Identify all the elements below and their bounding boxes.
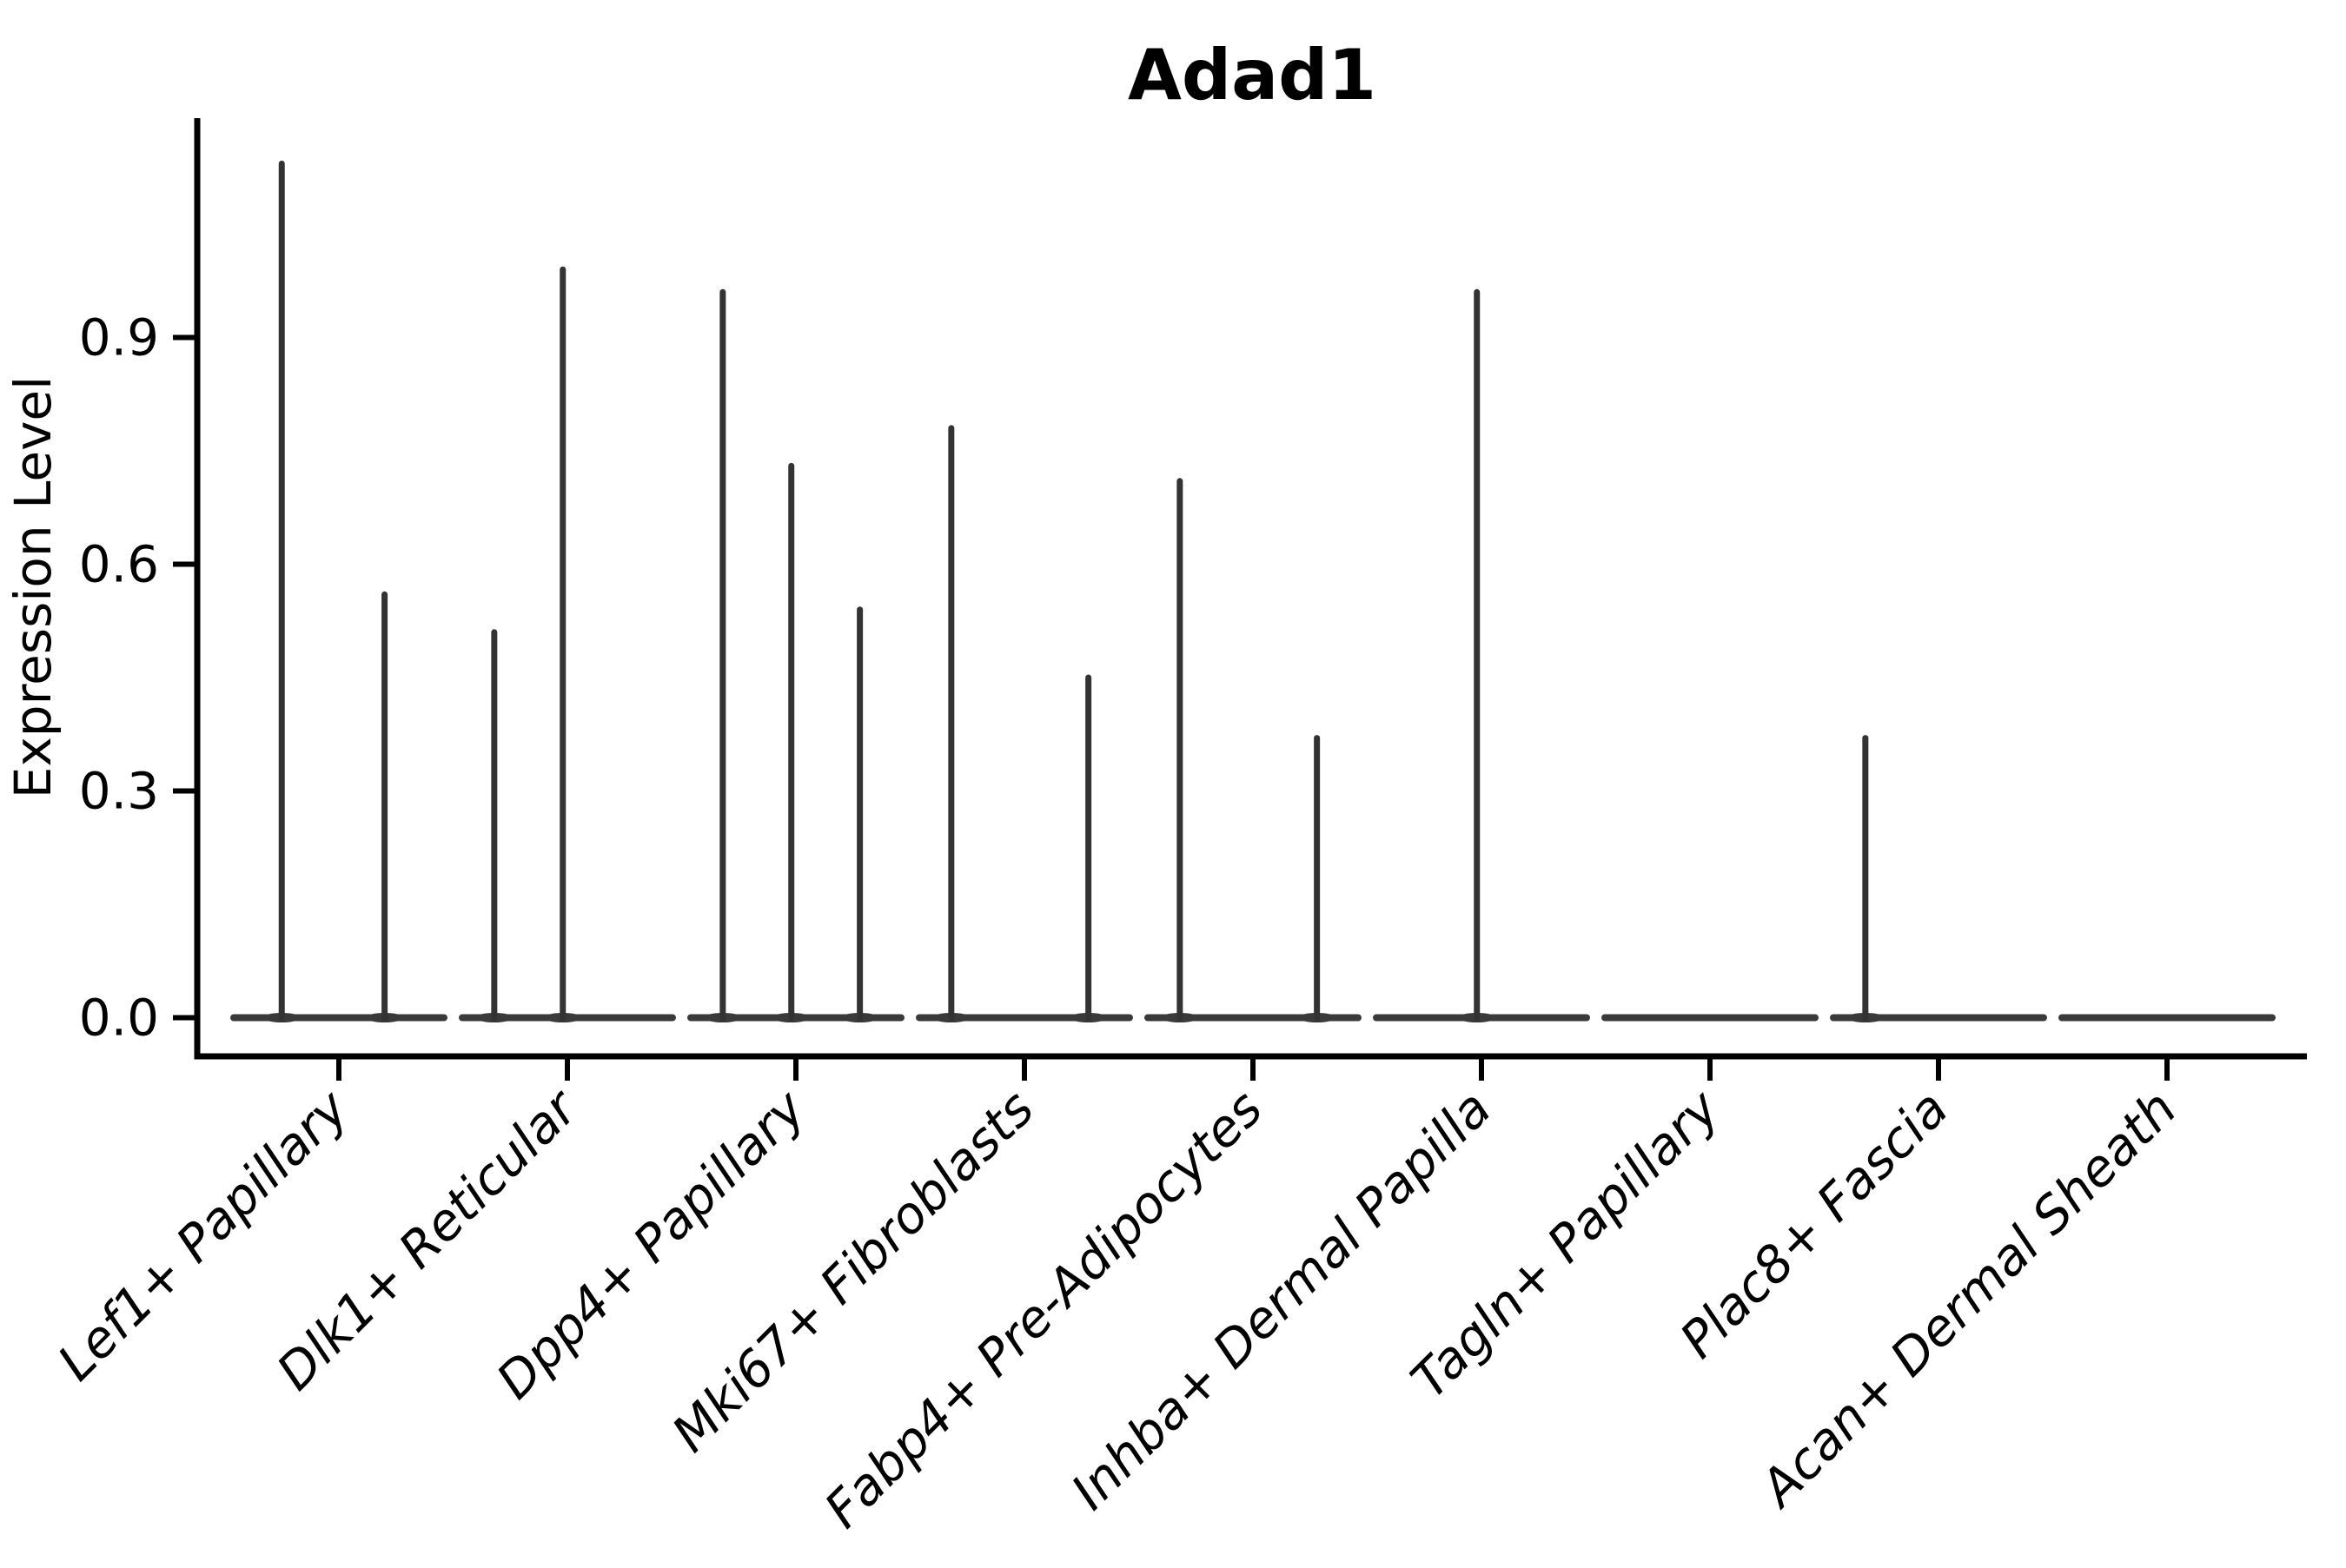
y-axis-label: Expression Level [3, 376, 63, 798]
x-tick-label: Inhba+ Dermal Papilla [1060, 1079, 1502, 1521]
y-tick-label: 0.3 [79, 762, 159, 821]
x-tick-label: Fabp4+ Pre-Adipocytes [813, 1079, 1274, 1539]
y-tick-label: 0.6 [79, 535, 159, 594]
x-tick-label: Acan+ Dermal Sheath [1746, 1079, 2188, 1520]
y-tick-label: 0.9 [79, 308, 159, 367]
chart-title: Adad1 [1128, 35, 1376, 116]
y-tick-label: 0.0 [79, 989, 159, 1048]
